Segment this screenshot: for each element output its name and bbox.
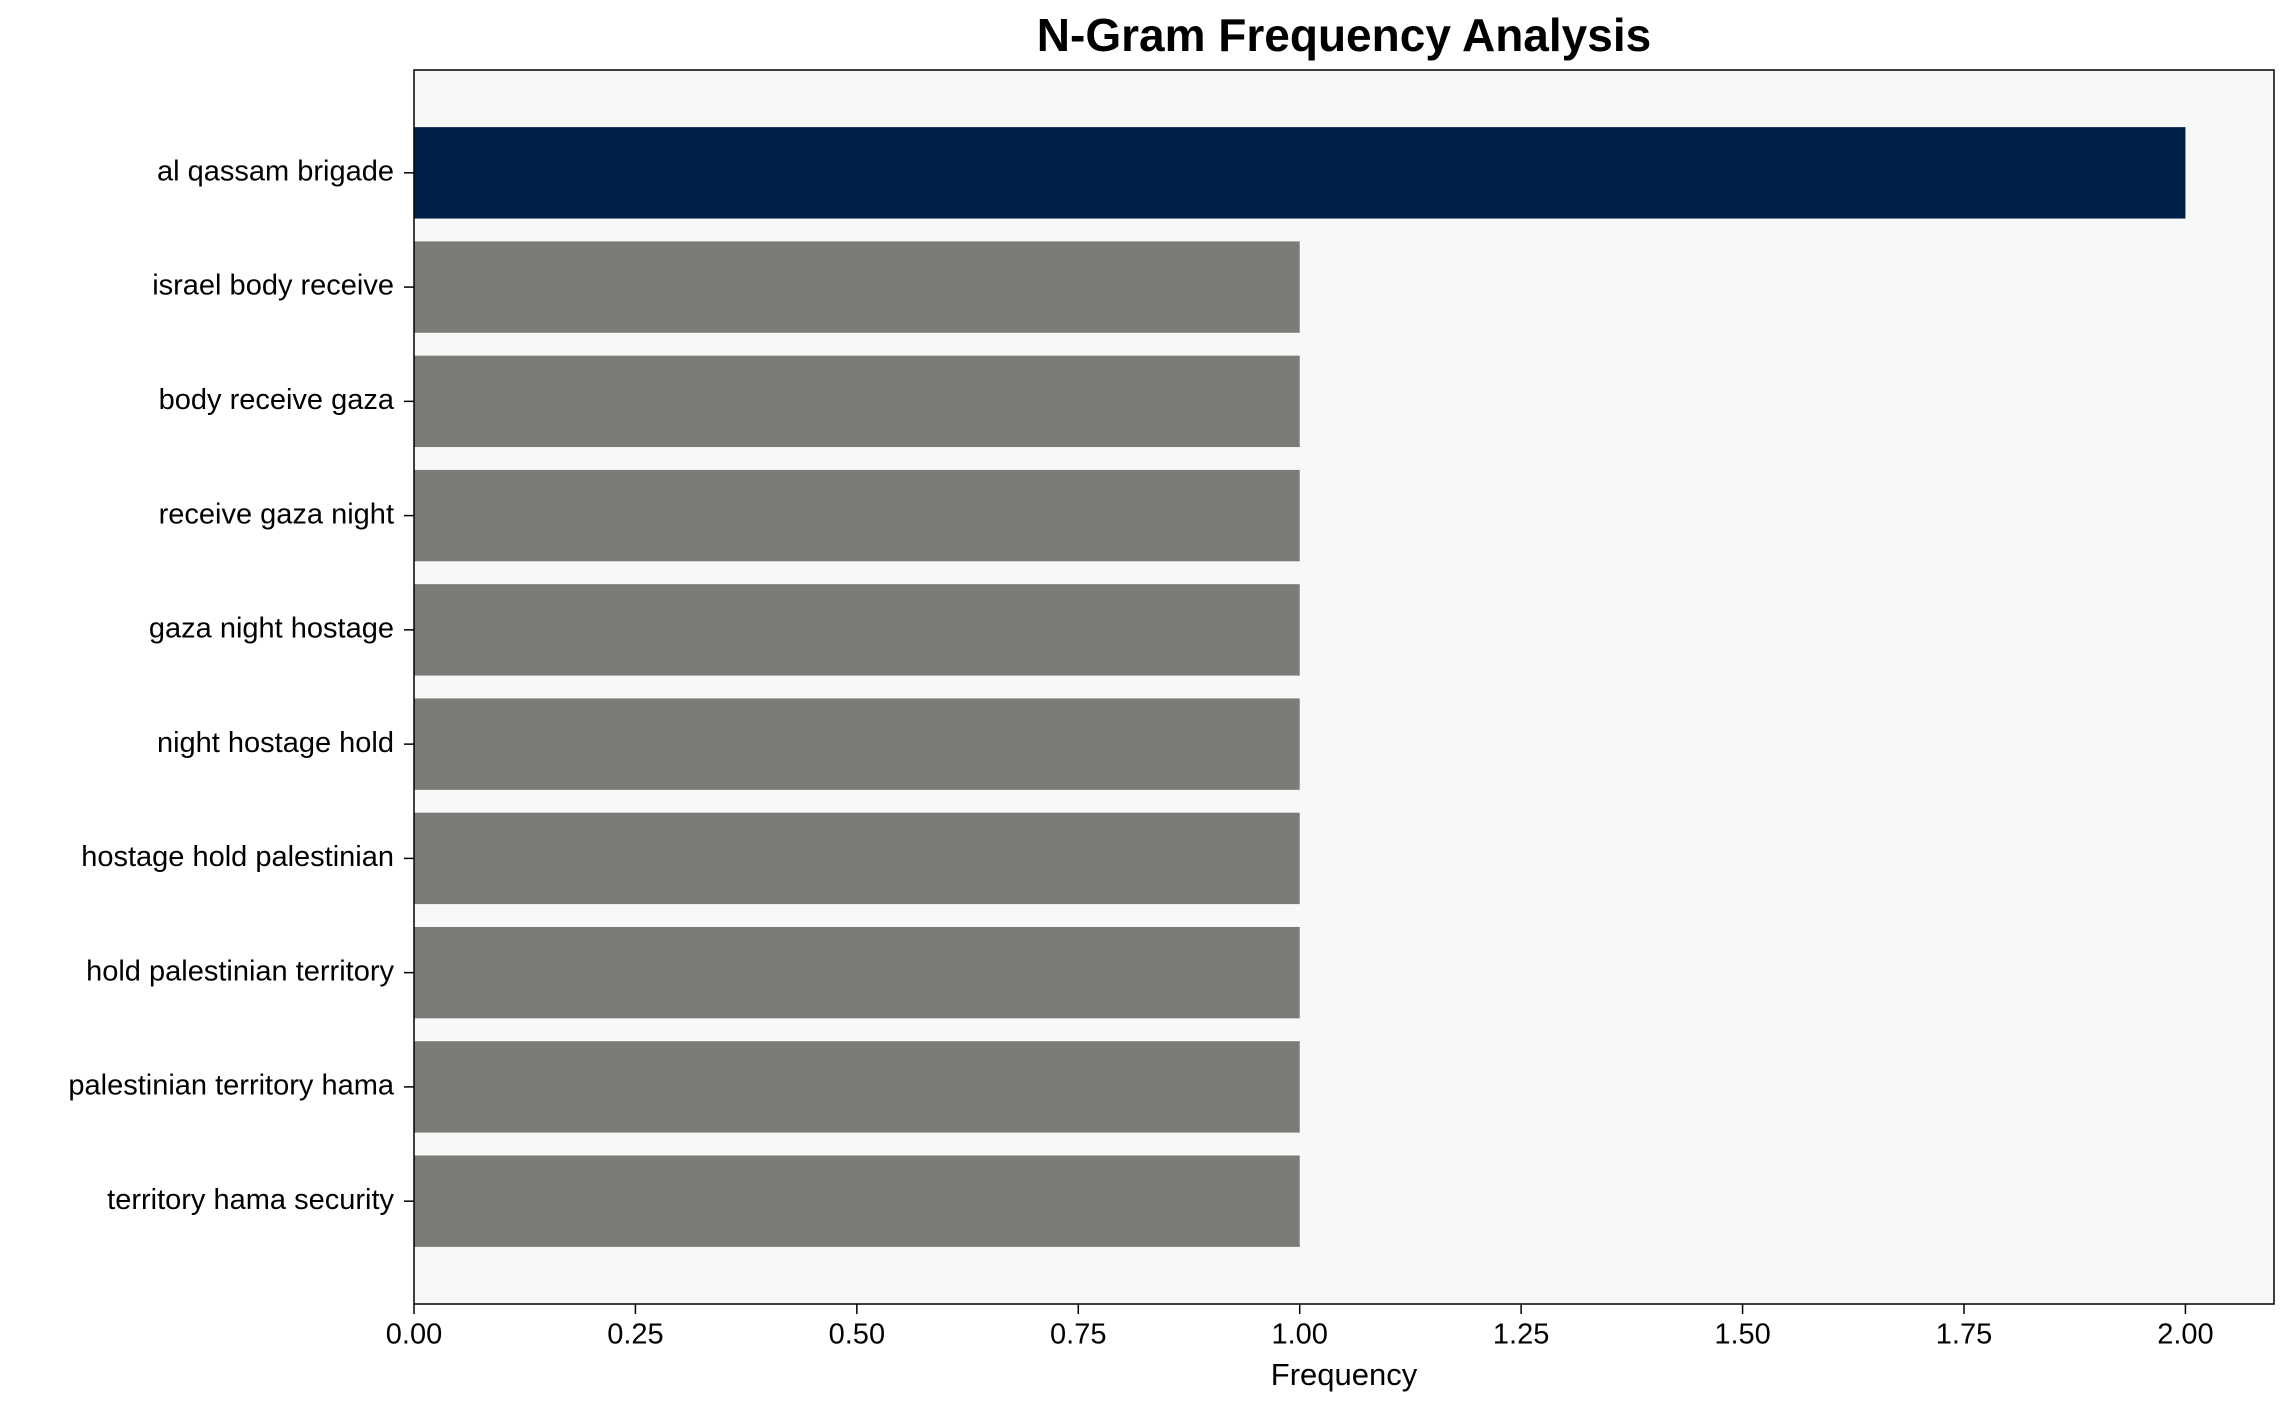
- x-tick-label: 1.25: [1493, 1319, 1549, 1351]
- bar: [414, 584, 1300, 676]
- bar: [414, 241, 1300, 333]
- bar: [414, 812, 1300, 905]
- y-tick-label: receive gaza night: [159, 498, 394, 530]
- y-tick-label: body receive gaza: [159, 384, 395, 416]
- y-tick-label: al qassam brigade: [157, 155, 394, 187]
- x-tick-label: 1.50: [1714, 1319, 1770, 1351]
- x-tick-label: 1.00: [1271, 1319, 1327, 1351]
- y-tick-label: hold palestinian territory: [86, 955, 394, 987]
- bar: [414, 355, 1300, 448]
- chart-title: N-Gram Frequency Analysis: [1037, 9, 1651, 61]
- bar: [414, 469, 1300, 562]
- bar: [414, 1041, 1300, 1133]
- bar: [414, 926, 1300, 1019]
- x-tick-label: 0.75: [1050, 1319, 1106, 1351]
- x-tick-label: 2.00: [2157, 1319, 2213, 1351]
- y-tick-label: hostage hold palestinian: [81, 841, 394, 873]
- plot-frame: [413, 69, 2275, 1305]
- bar: [414, 127, 2186, 219]
- x-tick-label: 1.75: [1936, 1319, 1992, 1351]
- bar: [414, 698, 1300, 790]
- y-tick-label: palestinian territory hama: [68, 1070, 394, 1102]
- y-tick-label: territory hama security: [107, 1184, 394, 1216]
- x-tick-label: 0.50: [829, 1319, 885, 1351]
- x-tick-label: 0.00: [386, 1319, 442, 1351]
- bar: [414, 1155, 1300, 1247]
- x-tick-label: 0.25: [607, 1319, 663, 1351]
- y-tick-label: gaza night hostage: [149, 613, 394, 645]
- y-tick-label: israel body receive: [152, 270, 394, 302]
- y-tick-label: night hostage hold: [157, 727, 394, 759]
- x-axis-label: Frequency: [1271, 1357, 1418, 1392]
